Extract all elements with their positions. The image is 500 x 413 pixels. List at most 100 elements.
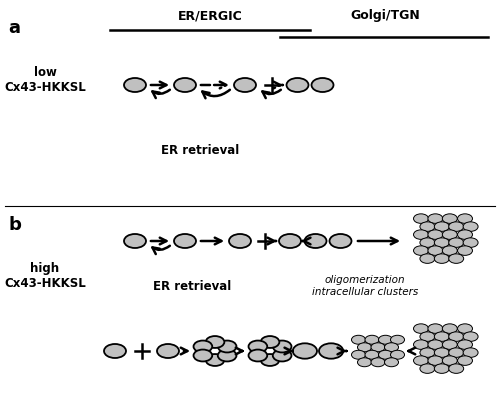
Text: ER/ERGIC: ER/ERGIC	[178, 9, 242, 22]
Ellipse shape	[371, 358, 385, 367]
Ellipse shape	[390, 335, 404, 344]
Ellipse shape	[428, 214, 443, 223]
Ellipse shape	[286, 78, 308, 92]
Ellipse shape	[248, 349, 267, 361]
Ellipse shape	[448, 364, 464, 373]
Ellipse shape	[352, 350, 366, 359]
Ellipse shape	[352, 335, 366, 344]
Ellipse shape	[428, 324, 443, 333]
Ellipse shape	[365, 350, 379, 359]
Ellipse shape	[174, 78, 196, 92]
Ellipse shape	[384, 358, 398, 367]
Ellipse shape	[365, 335, 379, 344]
Ellipse shape	[248, 341, 267, 352]
Ellipse shape	[434, 254, 450, 263]
Ellipse shape	[442, 340, 458, 349]
Ellipse shape	[206, 336, 225, 348]
Ellipse shape	[279, 234, 301, 248]
Ellipse shape	[378, 350, 392, 359]
Ellipse shape	[371, 343, 385, 352]
Ellipse shape	[420, 364, 435, 373]
Ellipse shape	[206, 354, 225, 366]
Ellipse shape	[234, 78, 256, 92]
Ellipse shape	[414, 230, 428, 240]
Ellipse shape	[330, 234, 351, 248]
Ellipse shape	[260, 354, 280, 366]
Ellipse shape	[384, 343, 398, 352]
Ellipse shape	[458, 230, 472, 240]
FancyArrowPatch shape	[202, 90, 230, 98]
Ellipse shape	[458, 214, 472, 223]
Ellipse shape	[448, 222, 464, 231]
Text: low
Cx43-HKKSL: low Cx43-HKKSL	[4, 66, 86, 94]
Ellipse shape	[293, 343, 317, 359]
Ellipse shape	[218, 341, 236, 352]
Ellipse shape	[414, 340, 428, 349]
Ellipse shape	[458, 340, 472, 349]
Ellipse shape	[434, 348, 450, 357]
Ellipse shape	[458, 246, 472, 255]
Ellipse shape	[420, 348, 435, 357]
Ellipse shape	[194, 349, 212, 361]
Ellipse shape	[463, 238, 478, 247]
Ellipse shape	[304, 234, 326, 248]
Ellipse shape	[273, 349, 291, 361]
Ellipse shape	[414, 356, 428, 366]
Text: ER retrieval: ER retrieval	[153, 280, 231, 292]
Text: b: b	[8, 216, 21, 234]
Ellipse shape	[260, 336, 280, 348]
Ellipse shape	[229, 234, 251, 248]
Ellipse shape	[378, 335, 392, 344]
Ellipse shape	[428, 246, 443, 255]
Ellipse shape	[390, 350, 404, 359]
Ellipse shape	[428, 230, 443, 240]
Ellipse shape	[312, 78, 334, 92]
Ellipse shape	[442, 324, 458, 333]
Ellipse shape	[434, 364, 450, 373]
Ellipse shape	[434, 222, 450, 231]
Ellipse shape	[420, 222, 435, 231]
Ellipse shape	[442, 230, 458, 240]
Ellipse shape	[420, 332, 435, 342]
Ellipse shape	[448, 254, 464, 263]
Text: a: a	[8, 19, 20, 37]
Ellipse shape	[463, 222, 478, 231]
Ellipse shape	[442, 246, 458, 255]
Ellipse shape	[194, 341, 212, 352]
Ellipse shape	[218, 349, 236, 361]
FancyArrowPatch shape	[152, 246, 170, 254]
Ellipse shape	[442, 356, 458, 366]
Ellipse shape	[124, 78, 146, 92]
Ellipse shape	[157, 344, 179, 358]
Ellipse shape	[463, 348, 478, 357]
Ellipse shape	[273, 341, 291, 352]
Ellipse shape	[420, 238, 435, 247]
Ellipse shape	[420, 254, 435, 263]
Ellipse shape	[124, 234, 146, 248]
Ellipse shape	[174, 234, 196, 248]
Ellipse shape	[358, 343, 372, 352]
Text: ER retrieval: ER retrieval	[161, 145, 239, 157]
Ellipse shape	[358, 358, 372, 367]
Text: high
Cx43-HKKSL: high Cx43-HKKSL	[4, 262, 86, 290]
FancyArrowPatch shape	[262, 90, 281, 98]
Ellipse shape	[428, 356, 443, 366]
Ellipse shape	[414, 214, 428, 223]
Ellipse shape	[448, 332, 464, 342]
Ellipse shape	[434, 238, 450, 247]
Ellipse shape	[414, 246, 428, 255]
Text: Golgi/TGN: Golgi/TGN	[350, 9, 420, 22]
Ellipse shape	[458, 324, 472, 333]
FancyArrowPatch shape	[152, 90, 170, 98]
Ellipse shape	[319, 343, 343, 359]
Ellipse shape	[428, 340, 443, 349]
Ellipse shape	[104, 344, 126, 358]
Ellipse shape	[448, 238, 464, 247]
Ellipse shape	[434, 332, 450, 342]
Text: oligomerization
intracellular clusters: oligomerization intracellular clusters	[312, 275, 418, 297]
Ellipse shape	[442, 214, 458, 223]
Ellipse shape	[458, 356, 472, 366]
Ellipse shape	[414, 324, 428, 333]
Ellipse shape	[463, 332, 478, 342]
Ellipse shape	[448, 348, 464, 357]
